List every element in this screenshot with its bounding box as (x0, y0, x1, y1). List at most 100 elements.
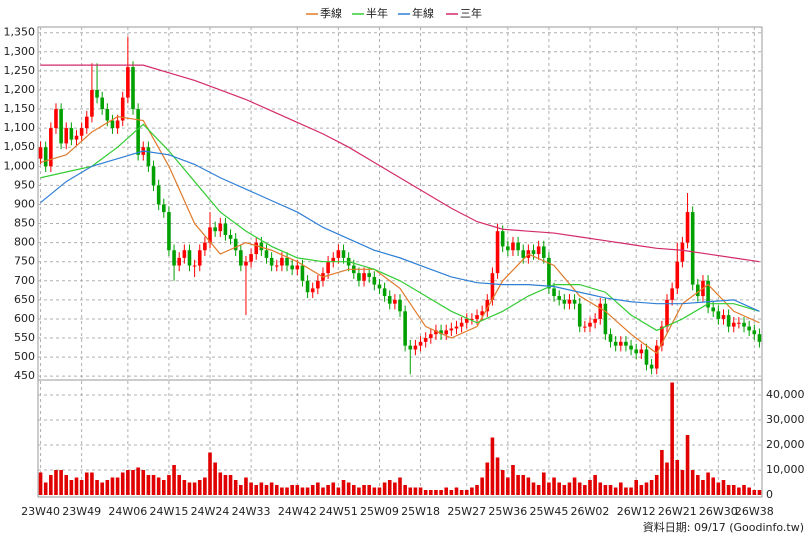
candle-body (110, 120, 115, 129)
volume-bar (346, 482, 351, 495)
candle-body (84, 116, 89, 129)
volume-bar (316, 482, 320, 495)
volume-bar (742, 485, 746, 495)
candle-body (151, 166, 156, 186)
x-tick-label: 24W33 (232, 505, 271, 518)
moving-average-line (40, 150, 760, 312)
x-tick-label: 26W30 (699, 505, 738, 518)
candle-body (490, 273, 495, 300)
volume-bar (167, 475, 171, 495)
volume-bar (136, 467, 140, 495)
candle-body (403, 311, 407, 346)
y-tick-label: 1,150 (4, 102, 36, 115)
volume-bar (259, 482, 264, 495)
volume-bar (228, 475, 233, 495)
candle-body (310, 288, 315, 293)
volume-bar (526, 477, 531, 495)
candle-body (285, 257, 289, 266)
volume-bar (233, 480, 238, 495)
candle-body (706, 280, 710, 308)
candle-body (418, 341, 423, 346)
candle-body (167, 212, 171, 251)
candle-body (670, 288, 674, 300)
volume-bar (752, 490, 757, 495)
candle-body (49, 128, 53, 167)
volume-bar (336, 487, 341, 495)
candle-body (429, 334, 433, 339)
candle-body (680, 242, 685, 262)
legend-label: 年線 (412, 6, 434, 20)
volume-bar (115, 477, 120, 495)
y2-tick-label: 30,000 (766, 413, 805, 426)
candle-body (295, 265, 300, 270)
volume-bar (506, 477, 510, 495)
volume-bar (737, 487, 741, 495)
candle-body (521, 250, 526, 258)
volume-bar (372, 487, 377, 495)
volume-bar (341, 480, 346, 495)
candle-body (100, 97, 104, 110)
volume-bar (444, 487, 449, 495)
candle-body (434, 330, 438, 335)
volume-bar (84, 472, 89, 495)
volume-bar (485, 462, 490, 495)
volume-bar (74, 477, 79, 495)
candle-body (485, 299, 490, 312)
volume-bar (110, 477, 115, 495)
candle-body (290, 265, 294, 270)
volume-bar (675, 460, 680, 495)
volume-bar (495, 457, 500, 495)
candle-body (634, 349, 638, 354)
volume-bar (711, 477, 716, 495)
volume-bar (249, 482, 253, 495)
volume-bar (69, 480, 74, 495)
volume-bar (49, 475, 53, 495)
y-tick-label: 500 (14, 350, 35, 363)
candle-body (413, 345, 418, 350)
candle-body (382, 288, 387, 297)
y-tick-label: 700 (14, 274, 35, 287)
volume-bar (280, 487, 284, 495)
candle-body (367, 273, 371, 277)
candle-body (203, 242, 207, 251)
volume-bar (203, 477, 207, 495)
candle-body (531, 250, 536, 255)
y-tick-label: 1,250 (4, 64, 36, 77)
candle-body (115, 120, 120, 129)
candle-body (269, 257, 274, 266)
candle-body (726, 315, 731, 327)
x-tick-label: 24W06 (108, 505, 147, 518)
x-tick-label: 26W38 (735, 505, 774, 518)
candle-body (233, 238, 238, 251)
y-tick-label: 550 (14, 331, 35, 344)
x-tick-label: 26W12 (617, 505, 656, 518)
candle-body (747, 326, 751, 331)
volume-bar (162, 480, 166, 495)
candle-body (120, 97, 125, 121)
volume-bar (429, 490, 433, 495)
y-tick-label: 1,300 (4, 45, 36, 58)
y-tick-label: 800 (14, 236, 35, 249)
candle-body (454, 326, 459, 329)
candle-body (711, 307, 716, 312)
candle-body (90, 89, 94, 117)
candle-body (618, 341, 623, 346)
candle-body (192, 265, 197, 267)
candle-body (737, 322, 741, 324)
volume-bar (290, 485, 294, 495)
volume-bar (552, 477, 556, 495)
volume-bar (521, 475, 526, 495)
volume-bar (721, 480, 726, 495)
candle-body (254, 242, 259, 255)
candle-body (156, 185, 161, 205)
candle-body (131, 67, 135, 110)
candle-body (105, 109, 110, 121)
x-tick-label: 25W36 (488, 505, 527, 518)
candle-body (387, 296, 392, 304)
volume-bar (192, 482, 197, 495)
volume-bar (490, 437, 495, 495)
volume-bar (690, 470, 695, 495)
volume-bar (747, 487, 751, 495)
y-tick-label: 1,050 (4, 140, 36, 153)
